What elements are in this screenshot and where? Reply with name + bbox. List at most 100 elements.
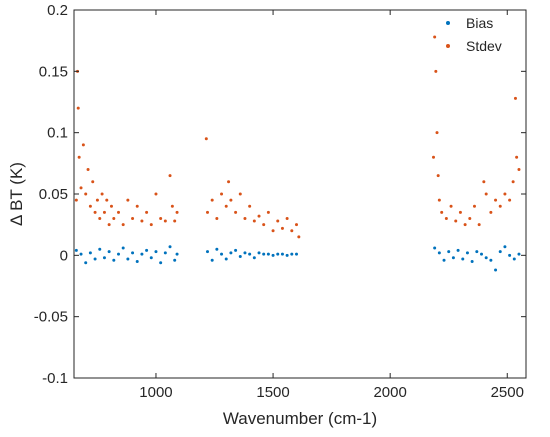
data-point-bias [262, 252, 266, 256]
data-point-bias [135, 259, 139, 263]
data-point-bias [465, 251, 469, 255]
data-point-bias [145, 248, 149, 252]
data-point-stdev [436, 174, 440, 178]
data-point-stdev [276, 219, 280, 223]
legend-marker-bias [446, 21, 450, 25]
data-point-stdev [463, 223, 467, 227]
data-point-bias [503, 245, 507, 249]
data-point-stdev [248, 204, 252, 208]
data-point-bias [159, 261, 163, 265]
x-tick-label: 1500 [256, 384, 289, 401]
data-point-stdev [93, 210, 97, 214]
data-point-bias [131, 251, 135, 255]
data-point-stdev [458, 210, 462, 214]
data-point-bias [84, 261, 88, 265]
data-point-stdev [297, 235, 301, 239]
data-point-bias [433, 246, 437, 250]
data-point-stdev [84, 192, 88, 196]
data-point-bias [173, 258, 177, 262]
x-axis-label: Wavenumber (cm-1) [223, 409, 377, 428]
data-point-stdev [100, 192, 104, 196]
data-point-stdev [227, 180, 231, 184]
data-point-stdev [513, 96, 517, 100]
data-point-stdev [175, 210, 179, 214]
y-axis-label: Δ BT (K) [7, 162, 26, 226]
data-point-bias [98, 247, 102, 251]
data-point-bias [252, 256, 256, 260]
data-point-stdev [159, 217, 163, 221]
data-point-stdev [468, 217, 472, 221]
data-point-stdev [515, 155, 519, 159]
data-point-bias [271, 253, 275, 257]
data-point-stdev [511, 180, 515, 184]
data-point-stdev [77, 155, 81, 159]
data-point-stdev [224, 204, 228, 208]
data-point-bias [140, 252, 144, 256]
data-point-stdev [489, 210, 493, 214]
data-point-stdev [91, 180, 95, 184]
data-point-stdev [140, 219, 144, 223]
data-point-stdev [95, 198, 99, 202]
data-point-stdev [271, 229, 275, 233]
data-point-bias [257, 251, 261, 255]
data-point-stdev [285, 217, 289, 221]
legend-label-bias: Bias [466, 15, 493, 31]
data-point-bias [229, 251, 233, 255]
data-point-stdev [252, 219, 256, 223]
y-tick-label: 0.15 [39, 63, 68, 80]
data-point-bias [498, 250, 502, 254]
data-point-bias [79, 252, 83, 256]
y-tick-label: -0.1 [42, 370, 68, 387]
data-point-bias [494, 268, 498, 272]
data-point-bias [451, 256, 455, 260]
data-point-stdev [107, 223, 111, 227]
data-point-stdev [498, 204, 502, 208]
data-point-stdev [74, 198, 78, 202]
data-point-stdev [294, 223, 298, 227]
plot-area-frame [73, 9, 527, 379]
data-point-bias [121, 246, 125, 250]
data-point-stdev [215, 217, 219, 221]
data-point-bias [475, 250, 479, 254]
data-point-bias [112, 258, 116, 262]
data-point-stdev [117, 210, 120, 214]
y-tick-label: 0.2 [47, 2, 68, 19]
data-point-stdev [482, 180, 486, 184]
data-point-stdev [149, 223, 153, 227]
data-point-bias [447, 250, 451, 254]
data-point-bias [456, 248, 460, 252]
data-point-stdev [472, 204, 476, 208]
data-point-stdev [105, 198, 109, 202]
data-point-bias [512, 257, 516, 261]
data-point-bias [480, 252, 483, 256]
data-point-bias [210, 258, 214, 262]
data-point-bias [294, 252, 298, 256]
data-point-bias [290, 252, 294, 256]
y-tick-label: 0.1 [47, 125, 68, 142]
data-point-stdev [444, 217, 448, 221]
data-point-bias [489, 258, 493, 262]
data-point-bias [149, 256, 153, 260]
data-point-stdev [121, 223, 125, 227]
data-point-stdev [517, 167, 521, 171]
data-point-stdev [112, 217, 116, 221]
x-tick-label: 2000 [373, 384, 406, 401]
data-point-stdev [440, 210, 444, 214]
data-point-stdev [154, 192, 158, 196]
legend: Bias Stdev [446, 15, 502, 54]
data-point-stdev [98, 217, 102, 221]
data-point-stdev [205, 210, 209, 214]
data-points-layer [74, 35, 521, 272]
data-point-stdev [494, 198, 498, 202]
data-point-stdev [145, 210, 149, 214]
data-point-bias [154, 250, 158, 254]
data-point-stdev [79, 186, 83, 190]
data-point-stdev [86, 167, 90, 171]
data-point-stdev [126, 198, 130, 202]
ticks-layer: 1000 1500 2000 2500 -0.1 -0.05 0 0.05 0.1 0.15 0.2 [34, 2, 526, 401]
data-point-stdev [262, 223, 266, 227]
data-point-bias [248, 252, 252, 256]
data-point-bias [215, 247, 219, 251]
data-point-stdev [210, 198, 214, 202]
